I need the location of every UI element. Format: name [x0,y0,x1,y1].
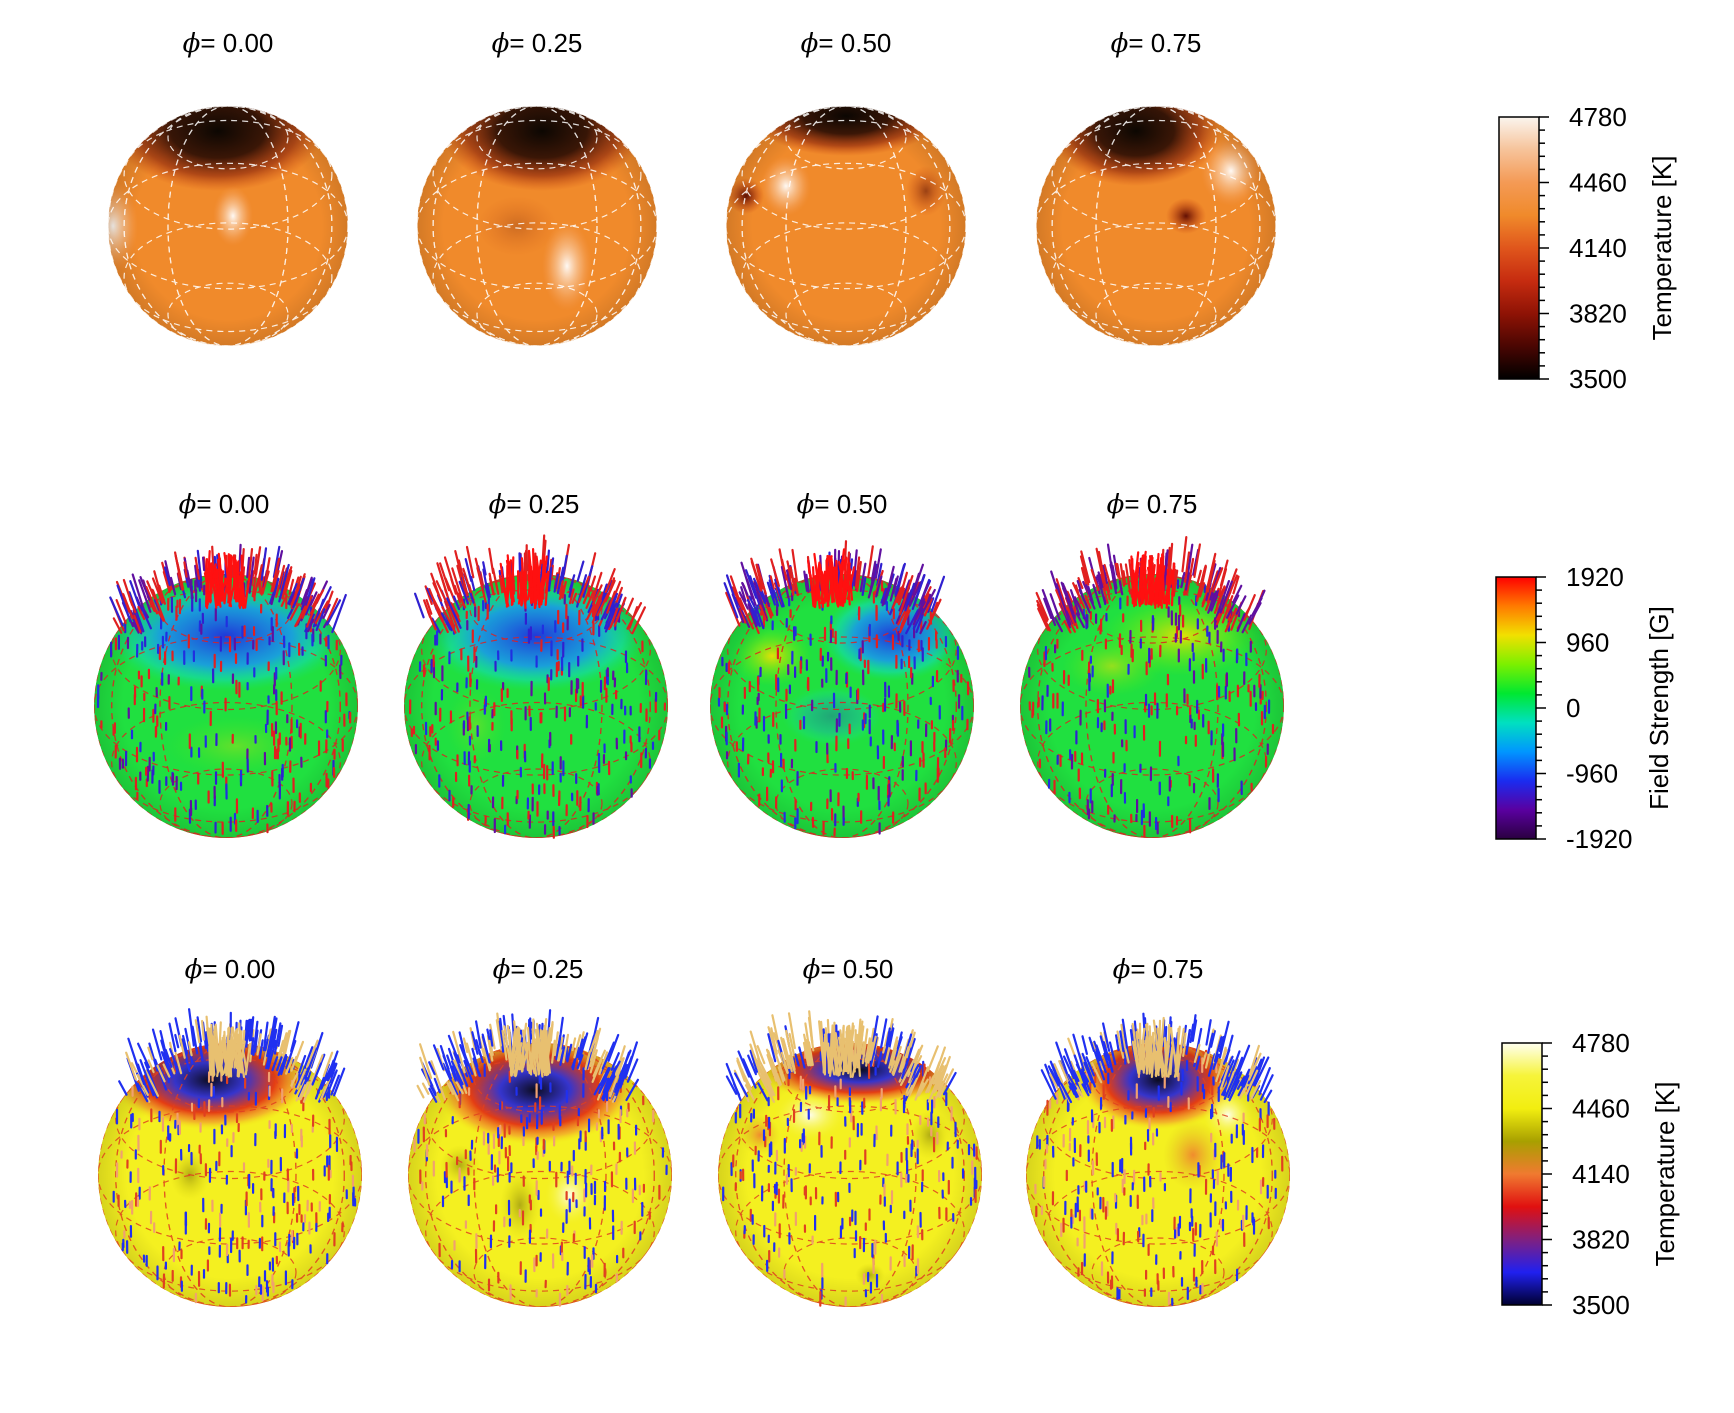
phase-label: ϕ= 0.75 [1111,28,1202,59]
phase-label: ϕ= 0.00 [185,954,276,985]
colorbar-tick-label: 4780 [1569,102,1627,132]
phase-label: ϕ= 0.50 [803,954,894,985]
phase-label: ϕ= 0.25 [489,489,580,520]
colorbar-title: Field Strength [G] [1644,606,1674,810]
row-magnetic-field [94,534,1284,839]
colorbar-tick-label: -1920 [1566,824,1633,854]
phase-label: ϕ= 0.50 [801,28,892,59]
sphere-temperature-phase-0.25 [417,106,657,346]
colorbar-title: Temperature [K] [1647,156,1677,341]
phase-value: = 0.25 [510,954,583,984]
colorbar-magnetic-field: 1920 960 0 -960 -1920 Field Strength [G] [1495,562,1674,854]
phase-value: = 0.00 [196,489,269,519]
phase-value: = 0.00 [200,28,273,58]
colorbar-tick-label: 1920 [1566,562,1624,592]
phi-symbol: ϕ [493,955,511,985]
phi-symbol: ϕ [797,490,815,520]
phase-value: = 0.25 [509,28,582,58]
phase-label: ϕ= 0.00 [183,28,274,59]
colorbar-title: Temperature [K] [1650,1082,1680,1267]
phase-value: = 0.25 [506,489,579,519]
field-vectors [722,1010,978,1307]
phase-value: = 0.75 [1124,489,1197,519]
phi-symbol: ϕ [183,29,201,59]
phase-label: ϕ= 0.25 [493,954,584,985]
sphere-combined-phase-0.25 [408,1009,672,1307]
colorbar-gradient [1495,576,1537,840]
phase-value: = 0.50 [818,28,891,58]
field-vectors [413,1009,668,1307]
sphere-combined-phase-0.50 [718,1010,982,1307]
colorbar-combined: 4780 4460 4140 3820 3500 Temperature [K] [1501,1028,1680,1320]
phi-symbol: ϕ [803,955,821,985]
phase-value: = 0.50 [820,954,893,984]
phi-symbol: ϕ [492,29,510,59]
sphere-magnetic-field-phase-0.75 [1020,536,1284,838]
phase-label: ϕ= 0.00 [179,489,270,520]
sphere-combined-phase-0.75 [1026,1012,1290,1307]
sphere-grid [726,106,966,346]
colorbar-tick-label: 4140 [1569,233,1627,263]
sphere-temperature-phase-0.50 [726,106,966,346]
colorbar-tick-label: 0 [1566,693,1580,723]
sphere-combined-phase-0.00 [98,1008,362,1307]
colorbar-gradient [1498,116,1540,380]
row-temperature [108,106,1276,346]
phi-symbol: ϕ [1111,29,1129,59]
sphere-temperature-phase-0.75 [1036,106,1276,346]
colorbar-tick-label: 3500 [1572,1290,1630,1320]
phase-value: = 0.75 [1130,954,1203,984]
field-vectors [1028,536,1275,838]
phase-label: ϕ= 0.25 [492,28,583,59]
phase-label: ϕ= 0.75 [1113,954,1204,985]
sphere-temperature-phase-0.00 [108,106,348,346]
colorbar-gradient [1501,1042,1543,1306]
colorbar-tick-label: 3820 [1572,1225,1630,1255]
colorbar-tick-label: 4140 [1572,1159,1630,1189]
sphere-magnetic-field-phase-0.00 [94,543,358,838]
field-vectors [1034,1012,1284,1306]
field-vectors [96,543,352,835]
colorbar-tick-label: 3500 [1569,364,1627,394]
phi-symbol: ϕ [1113,955,1131,985]
sphere-grid [1036,106,1276,346]
phi-symbol: ϕ [185,955,203,985]
phase-value: = 0.75 [1128,28,1201,58]
field-vectors [112,1008,357,1304]
colorbar-tick-label: 4460 [1569,168,1627,198]
colorbar-tick-label: 4460 [1572,1094,1630,1124]
sphere-magnetic-field-phase-0.50 [710,540,974,838]
phi-symbol: ϕ [489,490,507,520]
field-vectors [408,534,666,839]
sphere-magnetic-field-phase-0.25 [404,534,668,839]
field-vectors [717,540,970,837]
phase-label: ϕ= 0.75 [1107,489,1198,520]
phase-label: ϕ= 0.50 [797,489,888,520]
colorbar-tick-label: 3820 [1569,299,1627,329]
colorbar-tick-label: 4780 [1572,1028,1630,1058]
row-combined [98,1008,1290,1307]
phi-symbol: ϕ [1107,490,1125,520]
phi-symbol: ϕ [179,490,197,520]
colorbar-tick-label: 960 [1566,628,1609,658]
colorbar-tick-label: -960 [1566,759,1618,789]
colorbar-temperature: 4780 4460 4140 3820 3500 Temperature [K] [1498,102,1677,394]
phase-value: = 0.00 [202,954,275,984]
phi-symbol: ϕ [801,29,819,59]
phase-value: = 0.50 [814,489,887,519]
